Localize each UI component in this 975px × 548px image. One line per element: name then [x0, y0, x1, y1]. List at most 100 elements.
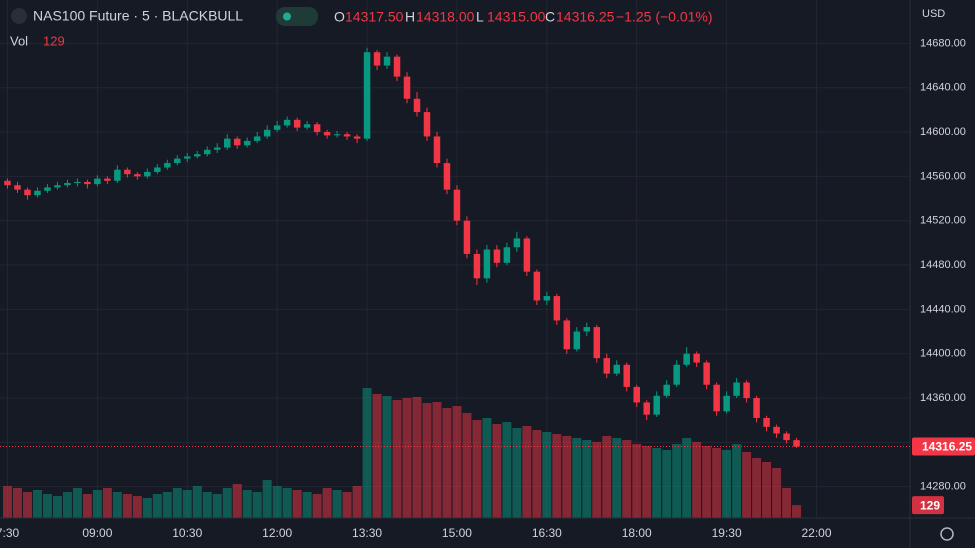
candle-body: [134, 174, 141, 177]
candle-body: [333, 134, 341, 136]
volume-bar: [132, 496, 142, 518]
y-tick-label: 14480.00: [920, 259, 966, 271]
volume-label: Vol: [10, 33, 28, 48]
candle-body: [573, 331, 581, 350]
candle-body: [223, 138, 231, 148]
candle-body: [303, 124, 311, 128]
volume-bar: [482, 418, 492, 518]
volume-bar: [302, 492, 312, 518]
volume-bar: [222, 488, 232, 518]
candle-body: [773, 426, 780, 434]
candle-body: [683, 353, 690, 365]
volume-bar: [462, 413, 472, 518]
candle-body: [433, 136, 441, 164]
settings-icon[interactable]: [940, 527, 954, 541]
candle-body: [493, 249, 501, 263]
volume-bar: [742, 452, 752, 518]
candle-body: [383, 56, 391, 66]
candle-body: [64, 183, 71, 186]
volume-value: 129: [43, 33, 65, 48]
volume-bar: [142, 498, 152, 518]
candle-body: [593, 327, 601, 359]
y-tick-label: 14440.00: [920, 303, 966, 315]
candle-body: [603, 358, 611, 374]
volume-bar: [322, 488, 332, 518]
last-price-tag: [912, 437, 975, 456]
status-dot: [283, 12, 291, 21]
candles: [4, 47, 800, 448]
volume-bars: [2, 388, 802, 518]
x-tick-label: 13:30: [352, 526, 382, 540]
y-tick-label: 14520.00: [920, 215, 966, 227]
candle-body: [643, 402, 650, 415]
volume-bar: [292, 490, 302, 518]
close-value: 14316.25: [556, 9, 615, 25]
volume-bar: [252, 492, 262, 518]
x-tick-label: 19:30: [712, 526, 742, 540]
candle-body: [533, 271, 541, 301]
candle-body: [463, 220, 471, 254]
volume-bar: [2, 486, 12, 518]
candle-body: [403, 76, 411, 99]
candle-body: [184, 156, 191, 159]
candle-body: [343, 134, 351, 137]
last-volume-tag: [912, 496, 944, 515]
last-volume-label: 129: [920, 498, 940, 512]
candle-body: [663, 384, 670, 396]
candle-body: [74, 181, 81, 184]
low-label: L: [476, 9, 484, 25]
volume-bar: [682, 438, 692, 518]
volume-bar: [52, 496, 62, 518]
volume-bar: [392, 400, 402, 518]
volume-bar: [792, 505, 802, 518]
y-tick-label: 14680.00: [920, 37, 966, 49]
volume-bar: [542, 432, 552, 518]
y-tick-label: 14360.00: [920, 392, 966, 404]
candle-body: [783, 433, 790, 441]
candle-body: [703, 362, 710, 385]
candle-body: [583, 327, 591, 332]
open-label: O: [334, 9, 345, 25]
volume-bar: [732, 444, 742, 518]
candle-body: [353, 136, 361, 139]
volume-bar: [12, 488, 22, 518]
volume-bar: [702, 446, 712, 518]
candle-body: [164, 163, 171, 168]
open-value: 14317.50: [345, 9, 404, 25]
currency[interactable]: USD: [922, 8, 945, 20]
candle-body: [263, 129, 271, 137]
volume-bar: [172, 488, 182, 518]
candle-body: [743, 382, 750, 399]
volume-bar: [782, 488, 792, 518]
candle-body: [553, 296, 561, 321]
volume-bar: [122, 494, 132, 518]
volume-bar: [712, 448, 722, 518]
candle-body: [423, 112, 431, 137]
candle-body: [793, 440, 800, 447]
volume-bar: [202, 492, 212, 518]
status-pill[interactable]: [276, 7, 318, 26]
volume-bar: [472, 420, 482, 518]
high-label: H: [405, 9, 415, 25]
x-tick-label: 16:30: [532, 526, 562, 540]
volume-bar: [642, 446, 652, 518]
candle-body: [323, 132, 331, 136]
volume-bar: [182, 490, 192, 518]
x-tick-label: 7:30: [0, 526, 19, 540]
volume-bar: [562, 436, 572, 518]
volume-bar: [592, 442, 602, 518]
candle-body: [613, 364, 621, 374]
candle-body: [204, 149, 211, 155]
candle-body: [104, 178, 111, 181]
candle-body: [523, 238, 531, 272]
volume-bar: [492, 424, 502, 518]
x-tick-label: 22:00: [801, 526, 831, 540]
y-tick-label: 14560.00: [920, 170, 966, 182]
volume-bar: [552, 434, 562, 518]
volume-bar: [512, 428, 522, 518]
volume-bar: [262, 480, 272, 518]
candle-body: [733, 382, 740, 396]
candle-body: [633, 386, 640, 403]
x-tick-label: 09:00: [82, 526, 112, 540]
